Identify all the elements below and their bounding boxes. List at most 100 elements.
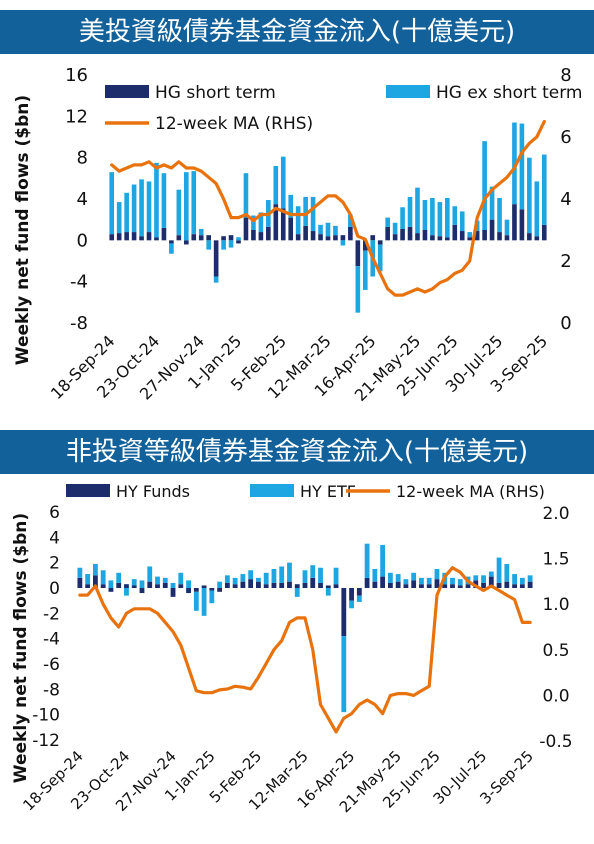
y-tick-label: 4 bbox=[77, 189, 88, 210]
bar-dark bbox=[186, 588, 191, 594]
bar-dark bbox=[294, 584, 300, 588]
bar-dark bbox=[271, 582, 277, 588]
bar-light bbox=[109, 172, 115, 235]
bar-light bbox=[198, 228, 204, 236]
bar-light bbox=[162, 577, 168, 583]
chart-title-banner-bottom: 非投資等級債券基金資金流入(十億美元) bbox=[0, 430, 594, 474]
bar-dark bbox=[450, 584, 455, 588]
bar-dark bbox=[527, 581, 533, 588]
bar-light bbox=[415, 187, 420, 234]
bar-dark bbox=[459, 231, 465, 241]
bar-light bbox=[100, 570, 106, 585]
y-tick-label: -8 bbox=[43, 680, 60, 700]
y-tick-label: 16 bbox=[65, 65, 88, 86]
bar-light bbox=[236, 237, 241, 241]
bar-light bbox=[206, 240, 211, 250]
bar-dark bbox=[333, 584, 339, 588]
bar-dark bbox=[77, 577, 83, 588]
bar-dark bbox=[310, 231, 316, 241]
bar-dark bbox=[170, 588, 176, 597]
bar-dark bbox=[474, 231, 480, 241]
bar-light bbox=[534, 181, 540, 237]
bar-light bbox=[116, 202, 122, 234]
bar-dark bbox=[400, 228, 405, 241]
bar-light bbox=[217, 581, 223, 588]
legend-label: HY ETF bbox=[300, 482, 356, 501]
bar-dark bbox=[457, 585, 463, 588]
bar-dark bbox=[422, 230, 428, 241]
bar-light bbox=[519, 577, 525, 585]
bar-dark bbox=[370, 235, 376, 241]
bar-dark bbox=[465, 584, 471, 588]
bar-dark bbox=[519, 209, 525, 241]
bar-dark bbox=[442, 584, 448, 588]
bar-dark bbox=[139, 588, 145, 594]
bar-dark bbox=[392, 234, 398, 241]
bar-dark bbox=[302, 582, 308, 588]
bar-dark bbox=[534, 236, 540, 241]
bar-dark bbox=[419, 584, 424, 588]
bar-dark bbox=[131, 585, 137, 588]
bar-light bbox=[318, 224, 323, 235]
y-axis-label: Weekly net fund flows ($bn) bbox=[11, 513, 31, 783]
bar-light bbox=[124, 192, 129, 233]
bar-light bbox=[116, 572, 122, 583]
bar-dark bbox=[434, 579, 440, 588]
bar-light bbox=[310, 196, 316, 232]
y2-tick-label: 1.0 bbox=[542, 595, 569, 615]
bar-light bbox=[147, 566, 153, 582]
bar-light bbox=[193, 591, 199, 611]
bar-dark bbox=[333, 235, 338, 241]
bar-light bbox=[263, 572, 269, 585]
legend-label: HG short term bbox=[155, 83, 276, 103]
bar-light bbox=[419, 577, 424, 585]
bar-light bbox=[400, 207, 405, 229]
bar-light bbox=[256, 577, 261, 582]
bar-light bbox=[387, 572, 393, 583]
bar-light bbox=[186, 580, 191, 588]
bar-dark bbox=[340, 235, 346, 241]
bar-light bbox=[541, 154, 547, 225]
bar-dark bbox=[318, 582, 323, 588]
bar-dark bbox=[504, 235, 510, 241]
bar-light bbox=[279, 566, 285, 583]
bar-dark bbox=[488, 576, 494, 588]
bar-dark bbox=[481, 582, 486, 588]
bar-dark bbox=[109, 234, 115, 241]
bar-dark bbox=[387, 582, 393, 588]
ma-line bbox=[110, 119, 546, 297]
bar-light bbox=[411, 572, 417, 581]
bar-light bbox=[131, 184, 137, 233]
bar-light bbox=[467, 232, 473, 238]
bar-light bbox=[527, 575, 533, 582]
y-tick-label: -4 bbox=[43, 630, 60, 650]
y-tick-label: 6 bbox=[49, 503, 60, 523]
bar-light bbox=[512, 574, 517, 585]
bar-dark bbox=[437, 236, 443, 241]
bar-light bbox=[349, 600, 354, 609]
legend-swatch-bar bbox=[386, 85, 430, 98]
legend-swatch-bar bbox=[66, 484, 110, 497]
bar-dark bbox=[224, 582, 230, 588]
bar-dark bbox=[228, 235, 234, 241]
bar-light bbox=[271, 569, 277, 583]
bar-light bbox=[287, 562, 292, 582]
bar-light bbox=[224, 575, 230, 583]
chart-title-banner-top: 美投資級債券基金資金流入(十億美元) bbox=[0, 10, 594, 54]
bar-light bbox=[445, 197, 450, 238]
bar-dark bbox=[162, 582, 168, 588]
bar-dark bbox=[519, 584, 525, 588]
bar-dark bbox=[273, 204, 279, 241]
bar-dark bbox=[240, 581, 246, 588]
bar-light bbox=[248, 570, 254, 580]
y-tick-label: -10 bbox=[32, 706, 60, 726]
bar-light bbox=[333, 567, 339, 585]
bar-light bbox=[294, 588, 300, 597]
bar-dark bbox=[380, 576, 386, 588]
bar-light bbox=[380, 544, 386, 577]
bar-dark bbox=[206, 235, 211, 241]
bar-light bbox=[481, 575, 486, 583]
bar-light bbox=[183, 172, 189, 241]
bar-dark bbox=[364, 577, 370, 588]
